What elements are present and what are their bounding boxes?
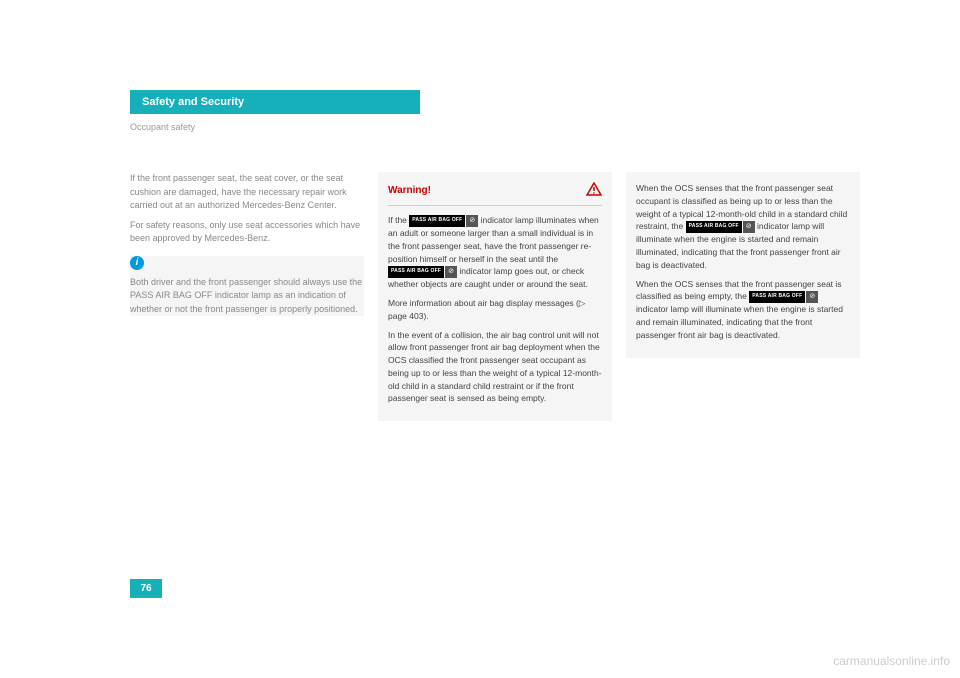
indicator-icon-3: ⊘ [743,221,755,234]
indicator-badge-3: PASS AIR BAG OFF [686,221,742,233]
warning-triangle-icon [586,182,602,199]
indicator-icon: ⊘ [466,215,478,228]
content-area: If the front passenger seat, the seat co… [130,172,860,421]
warning-p2b: page 403). [388,311,429,321]
info-box: i Both driver and the front passenger sh… [130,256,364,317]
indicator-icon-4: ⊘ [806,291,818,304]
note-p1: When the OCS senses that the front passe… [636,182,850,272]
note-p2: When the OCS senses that the front passe… [636,278,850,342]
column-1: If the front passenger seat, the seat co… [130,172,364,421]
warning-p1: If the PASS AIR BAG OFF⊘ indicator lamp … [388,214,602,291]
col1-text2: For safety reasons, only use seat access… [130,219,364,246]
header-bar: Safety and Security [130,90,420,114]
info-icon: i [130,256,144,270]
note-p2b: indicator lamp will illuminate when the … [636,304,843,340]
warning-p2: More information about air bag display m… [388,297,602,323]
indicator-badge-4: PASS AIR BAG OFF [749,291,805,303]
body-text-1: If the front passenger seat, the seat co… [130,172,364,246]
warning-box: Warning! If the PASS AIR BAG OFF⊘ indica… [378,172,612,421]
warning-p2a: More information about air bag display m… [388,298,579,308]
indicator-badge-2: PASS AIR BAG OFF [388,266,444,278]
info-icon-row: i [130,256,364,270]
warning-title: Warning! [388,185,431,196]
header-subtitle: Occupant safety [130,122,860,132]
indicator-icon-2: ⊘ [445,266,457,279]
page-container: Safety and Security Occupant safety If t… [130,90,860,421]
column-2: Warning! If the PASS AIR BAG OFF⊘ indica… [378,172,612,421]
page-ref-icon: ▷ [579,298,586,308]
column-3: When the OCS senses that the front passe… [626,172,860,421]
warning-text: If the PASS AIR BAG OFF⊘ indicator lamp … [388,214,602,405]
indicator-badge: PASS AIR BAG OFF [409,215,465,227]
warning-p3: In the event of a collision, the air bag… [388,329,602,406]
info-text: Both driver and the front passenger shou… [130,276,364,317]
col1-text1: If the front passenger seat, the seat co… [130,172,364,213]
header-title: Safety and Security [142,96,244,108]
page-number: 76 [130,579,162,598]
warning-p1a: If the [388,215,409,225]
note-box: When the OCS senses that the front passe… [626,172,860,358]
watermark: carmanualsonline.info [833,654,950,668]
warning-header: Warning! [388,182,602,206]
